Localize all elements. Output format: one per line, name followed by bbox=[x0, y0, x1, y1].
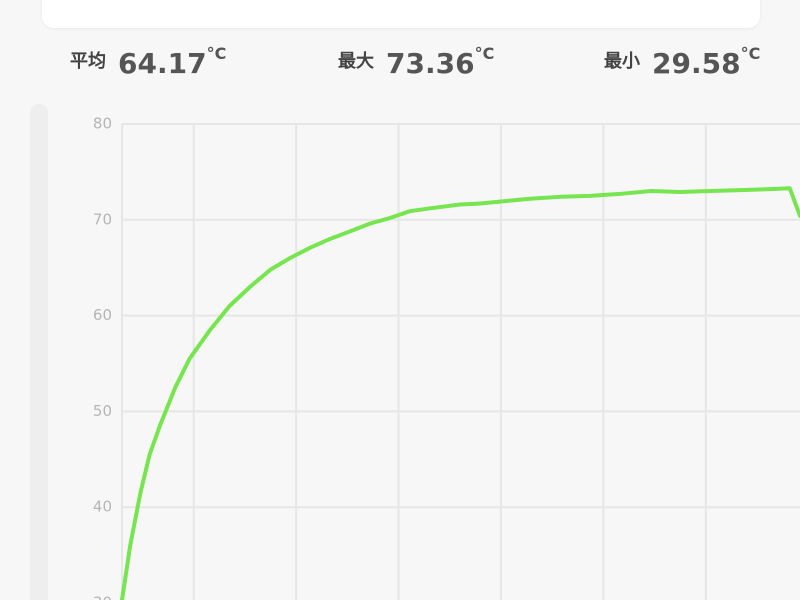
y-tick-label: 30 bbox=[93, 594, 112, 600]
stat-unit: °C bbox=[206, 44, 227, 63]
y-tick-label: 80 bbox=[93, 115, 112, 133]
stat-value: 73.36 bbox=[386, 47, 475, 80]
stat-label: 平均 bbox=[70, 51, 106, 72]
stat-min: 最小 29.58°C bbox=[604, 44, 760, 80]
stat-label: 最小 bbox=[604, 51, 640, 72]
stat-average: 平均 64.17°C bbox=[70, 44, 226, 80]
y-tick-label: 50 bbox=[93, 402, 112, 420]
stat-label: 最大 bbox=[338, 51, 374, 72]
stat-unit: °C bbox=[474, 44, 495, 63]
stat-max: 最大 73.36°C bbox=[338, 44, 494, 80]
stat-value: 29.58 bbox=[652, 47, 741, 80]
y-tick-label: 60 bbox=[93, 306, 112, 324]
y-tick-label: 40 bbox=[93, 498, 112, 516]
stat-unit: °C bbox=[740, 44, 761, 63]
data-line bbox=[120, 186, 800, 600]
top-card bbox=[42, 0, 760, 28]
side-bar bbox=[30, 104, 48, 600]
y-tick-label: 70 bbox=[93, 210, 112, 228]
stat-value: 64.17 bbox=[118, 47, 207, 80]
